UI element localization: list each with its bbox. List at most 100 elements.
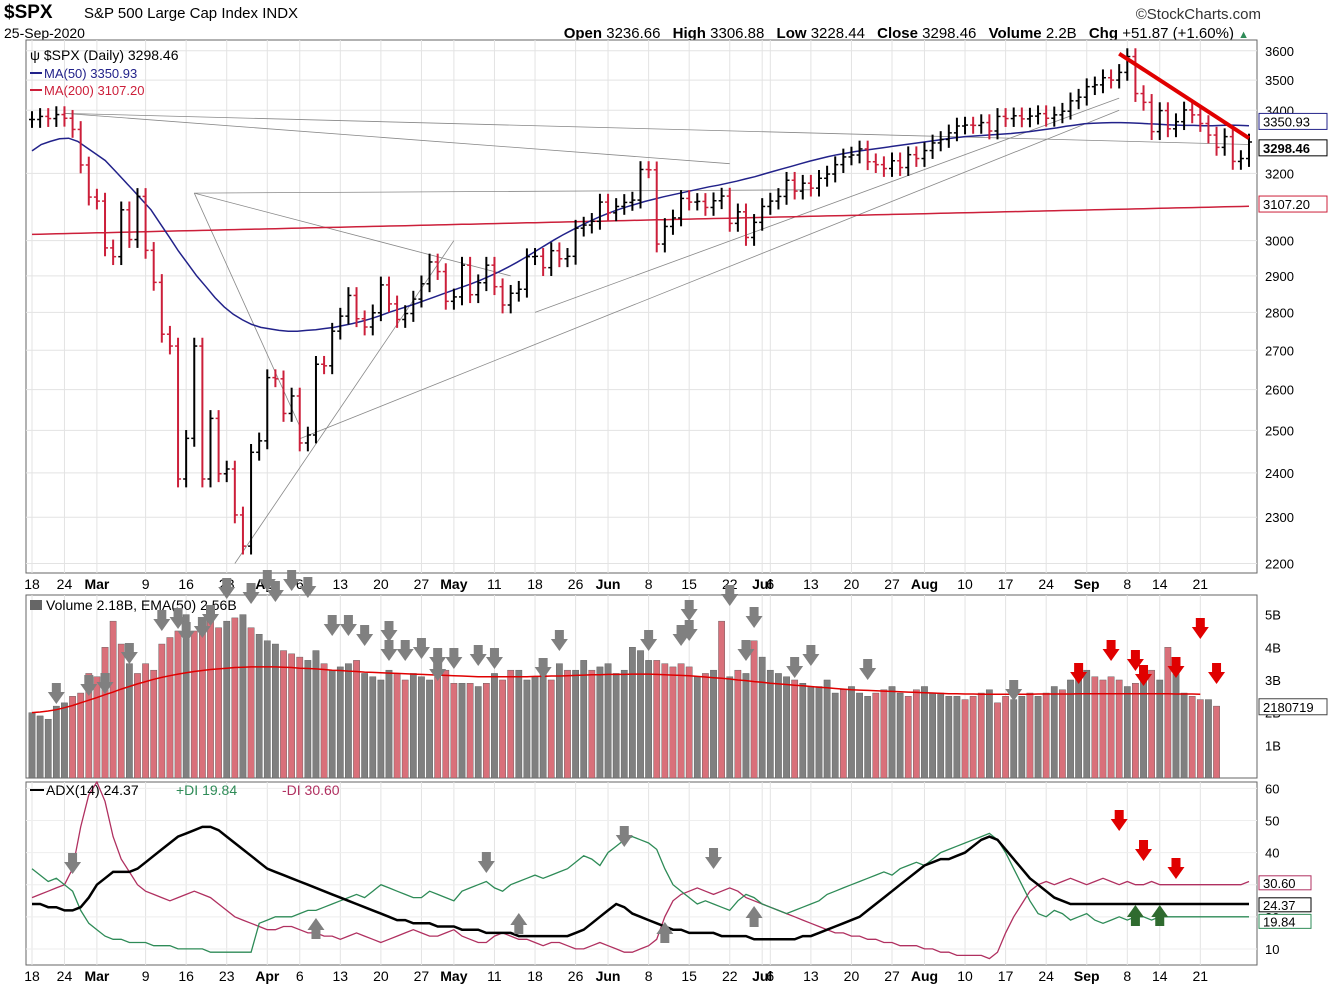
volume-bar <box>596 666 604 779</box>
x-tick-label-adx: 6 <box>766 968 774 984</box>
gray-volume-arrow-icon <box>680 600 698 621</box>
brand-logo[interactable]: ©StockCharts.com <box>1135 6 1261 23</box>
x-tick-label-adx: 8 <box>645 968 653 984</box>
volume-bar <box>693 676 701 779</box>
price-legend-ma50: MA(50) 3350.93 <box>44 66 137 81</box>
adx-tick-label: 10 <box>1265 942 1279 957</box>
gray-volume-arrow-icon <box>680 620 698 641</box>
volume-bar <box>620 669 628 779</box>
chart-date: 25-Sep-2020 <box>4 25 85 41</box>
x-tick-label-price: 17 <box>998 576 1014 592</box>
x-tick-label-price: 6 <box>296 576 304 592</box>
price-tick-label: 2500 <box>1265 423 1294 438</box>
volume-bar <box>474 686 482 779</box>
volume-bar <box>523 679 531 779</box>
x-tick-label-adx: 27 <box>414 968 430 984</box>
panel-frame-0 <box>25 39 1258 574</box>
low-label: Low <box>776 25 807 42</box>
price-tick-label: 2900 <box>1265 269 1294 284</box>
volume-bar <box>199 620 206 779</box>
volume-bar <box>507 669 515 779</box>
volume-bar <box>718 620 725 779</box>
volume-bar <box>345 663 352 779</box>
volume-bar <box>1188 696 1196 779</box>
volume-bar <box>1083 669 1091 779</box>
volume-bar <box>994 702 1001 779</box>
red-adx-arrow-icon <box>1110 810 1128 831</box>
close-value: 3298.46 <box>922 25 977 42</box>
adx-tick-label: 40 <box>1265 846 1279 861</box>
gray-volume-arrow-icon <box>550 630 568 651</box>
volume-bar <box>1140 679 1147 779</box>
volume-tag-label: 2180719 <box>1263 700 1314 715</box>
gray-adx-up-arrow-icon <box>307 918 325 939</box>
price-tick-label: 2800 <box>1265 305 1294 320</box>
x-tick-label-adx: Jun <box>596 968 621 984</box>
gray-volume-arrow-icon <box>1005 680 1023 701</box>
x-tick-label-adx: 14 <box>1152 968 1168 984</box>
x-tick-label-adx: 13 <box>333 968 349 984</box>
close-label: Close <box>877 25 918 42</box>
adx-legend-plus-di: +DI 19.84 <box>176 782 237 798</box>
x-tick-label-price: Sep <box>1074 576 1100 592</box>
price-legend-spx: ψ $SPX (Daily) 3298.46 <box>30 47 179 63</box>
volume-bar <box>69 696 76 779</box>
volume-bar <box>677 663 685 779</box>
volume-bar <box>190 630 198 779</box>
gray-volume-arrow-icon <box>534 658 552 679</box>
gray-volume-arrow-icon <box>640 630 658 651</box>
volume-bar <box>320 663 328 779</box>
volume-bar <box>1042 692 1050 779</box>
price-tick-label: 2400 <box>1265 466 1294 481</box>
adx-tag-box <box>1258 913 1312 929</box>
chg-value: +51.87 (+1.60%) <box>1122 25 1234 42</box>
gray-volume-arrow-icon <box>201 605 219 626</box>
chg-label: Chg <box>1088 25 1119 42</box>
red-volume-arrow-icon <box>1167 657 1185 678</box>
volume-bar <box>174 630 182 779</box>
gray-volume-arrow-icon <box>356 625 374 646</box>
panel-frame-2 <box>25 781 1258 966</box>
volume-bar <box>742 673 750 779</box>
high-label: High <box>672 25 706 42</box>
gray-volume-arrow-icon <box>169 608 187 629</box>
volume-bar <box>126 663 133 779</box>
volume-bar <box>36 715 44 779</box>
volume-bar <box>945 696 953 779</box>
x-tick-label-adx: Sep <box>1074 968 1100 984</box>
volume-bar <box>896 692 904 779</box>
x-tick-label-adx: 20 <box>844 968 860 984</box>
volume-bar <box>255 634 263 779</box>
volume-bar <box>1075 673 1082 779</box>
volume-bar <box>361 673 369 779</box>
trendline <box>534 97 1120 313</box>
volume-bar <box>491 673 498 779</box>
x-tick-label-price: 8 <box>1123 576 1131 592</box>
gray-volume-arrow-icon <box>47 683 65 704</box>
volume-bar <box>977 692 985 779</box>
red-volume-arrow-icon <box>1126 650 1144 671</box>
x-tick-label-price: Mar <box>84 576 109 592</box>
trendline <box>299 109 1120 440</box>
gray-volume-arrow-icon <box>177 622 195 643</box>
x-tick-label-price: 9 <box>142 576 150 592</box>
volume-bar <box>312 650 320 779</box>
x-tick-label-price: 20 <box>373 576 389 592</box>
x-tick-label-price: 8 <box>645 576 653 592</box>
volume-tick-label: 3B <box>1265 673 1281 688</box>
gray-adx-up-arrow-icon <box>656 922 674 943</box>
volume-bar <box>1164 647 1172 779</box>
x-tick-label-adx: 27 <box>884 968 900 984</box>
x-tick-label-price: 20 <box>844 576 860 592</box>
volume-tag-box <box>1258 698 1328 716</box>
gray-adx-arrow-icon <box>615 826 633 847</box>
gray-adx-arrow-icon <box>477 852 495 873</box>
gray-volume-arrow-icon <box>429 660 447 681</box>
gray-volume-arrow-icon <box>802 645 820 666</box>
gray-volume-arrow-icon <box>445 648 463 669</box>
volume-bar <box>296 656 304 779</box>
volume-bar <box>702 673 709 779</box>
red-volume-arrow-icon <box>1191 618 1209 639</box>
gray-volume-arrow-icon <box>786 657 804 678</box>
